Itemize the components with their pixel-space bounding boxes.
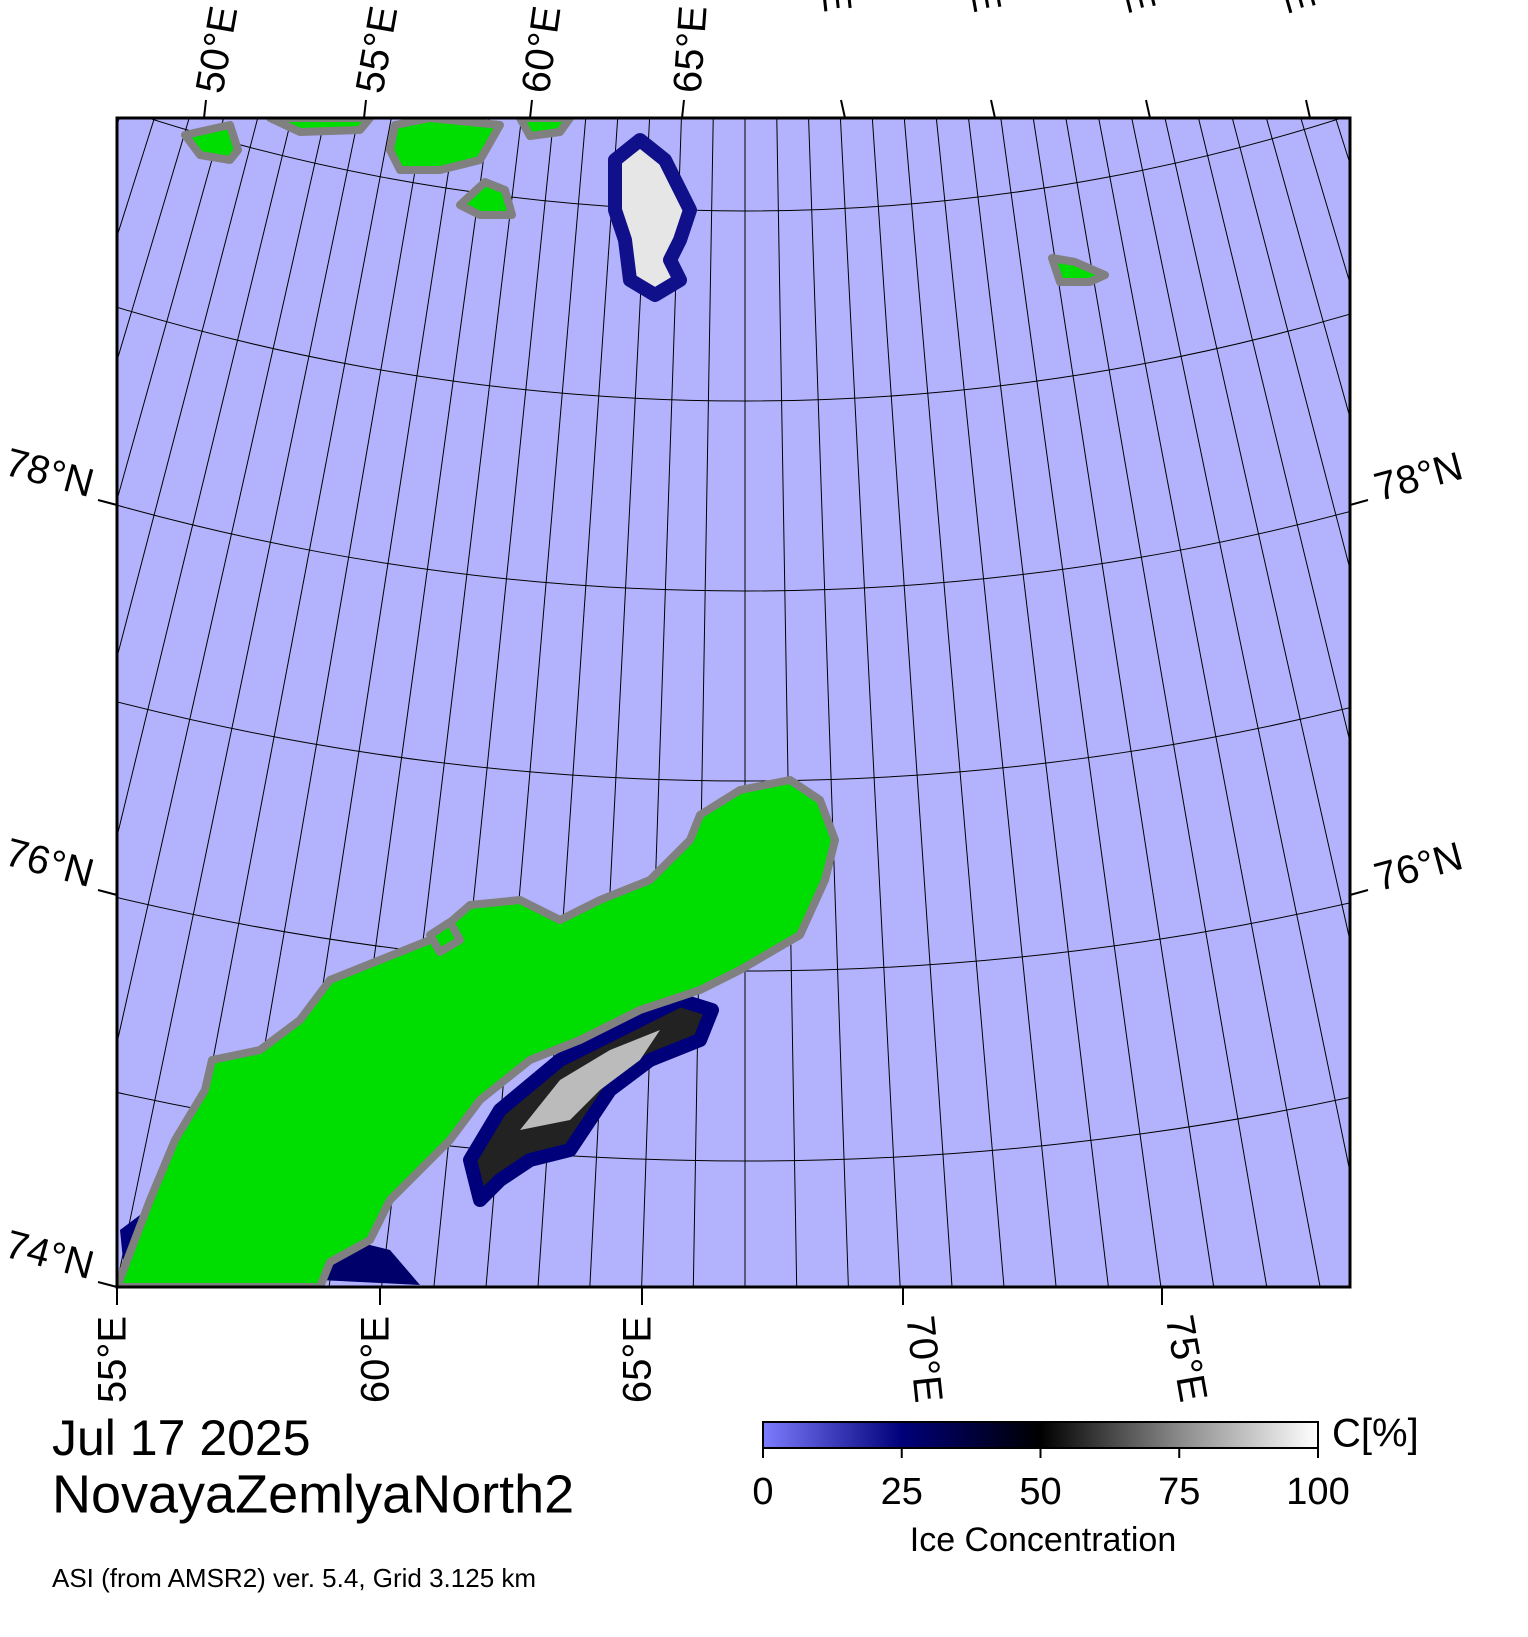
colorbar-tick-label: 0 — [752, 1471, 773, 1513]
bottom-label: 75°E — [1157, 1312, 1215, 1405]
tick — [1349, 889, 1369, 896]
top-label: 70°E — [806, 0, 859, 14]
meridian — [1000, 118, 1162, 1287]
colorbar: C[%] Ice Concentration 0 25 50 75 100 — [752, 1412, 1418, 1559]
meridian — [871, 118, 953, 1287]
left-label: 78°N — [1, 440, 99, 506]
meridian — [935, 118, 1057, 1287]
meridian — [117, 118, 359, 1286]
left-label: 74°N — [1, 1222, 99, 1288]
top-label: 65°E — [666, 4, 716, 94]
meridian — [169, 118, 392, 1287]
tick — [203, 99, 207, 119]
meridian — [839, 118, 901, 1287]
meridian — [903, 118, 1005, 1287]
colorbar-tick-label: 25 — [881, 1471, 923, 1513]
tick — [1145, 99, 1151, 119]
colorbar-scale — [762, 1421, 1319, 1449]
tick — [990, 99, 996, 119]
colorbar-label: Ice Concentration — [910, 1521, 1177, 1559]
tick — [97, 889, 118, 896]
meridian — [641, 118, 682, 1287]
date: Jul 17 2025 — [52, 1410, 311, 1466]
tick — [1349, 499, 1369, 506]
bottom-label: 65°E — [616, 1316, 660, 1403]
tick — [840, 99, 846, 119]
right-label: 76°N — [1370, 834, 1468, 900]
tick — [97, 1281, 118, 1288]
top-label: 80°E — [1100, 0, 1164, 17]
meridian — [692, 118, 714, 1287]
meridian — [1065, 118, 1268, 1287]
tick — [97, 499, 118, 506]
colorbar-unit: C[%] — [1332, 1412, 1419, 1456]
meridian — [1098, 118, 1321, 1287]
bottom-label: 60°E — [354, 1316, 398, 1403]
product-info: ASI (from AMSR2) ver. 5.4, Grid 3.125 km — [52, 1563, 536, 1593]
land — [117, 118, 1109, 1287]
top-label: 55°E — [348, 3, 406, 96]
tick — [681, 99, 685, 119]
colorbar-tick-label: 50 — [1019, 1471, 1061, 1513]
left-label: 76°N — [1, 830, 99, 896]
top-label: 85°E — [1257, 0, 1323, 17]
colorbar-tick-label: 100 — [1286, 1471, 1349, 1513]
bottom-label: 55°E — [91, 1316, 135, 1403]
meridian — [1131, 118, 1350, 1175]
top-label: 75°E — [951, 0, 1009, 15]
meridian — [808, 118, 849, 1287]
colorbar-tick-label: 75 — [1158, 1471, 1200, 1513]
meridian — [1032, 118, 1215, 1287]
meridian — [776, 118, 798, 1287]
top-label: 50°E — [188, 3, 246, 96]
meridian — [117, 118, 326, 1046]
bottom-label: 70°E — [898, 1313, 951, 1404]
tick — [363, 99, 367, 119]
top-label: 60°E — [514, 3, 570, 95]
map-frame — [115, 116, 1352, 1289]
region-name: NovayaZemlyaNorth2 — [52, 1464, 574, 1524]
tick — [1305, 99, 1311, 119]
right-label: 78°N — [1370, 444, 1468, 510]
meridian — [967, 118, 1109, 1287]
tick — [529, 99, 533, 119]
